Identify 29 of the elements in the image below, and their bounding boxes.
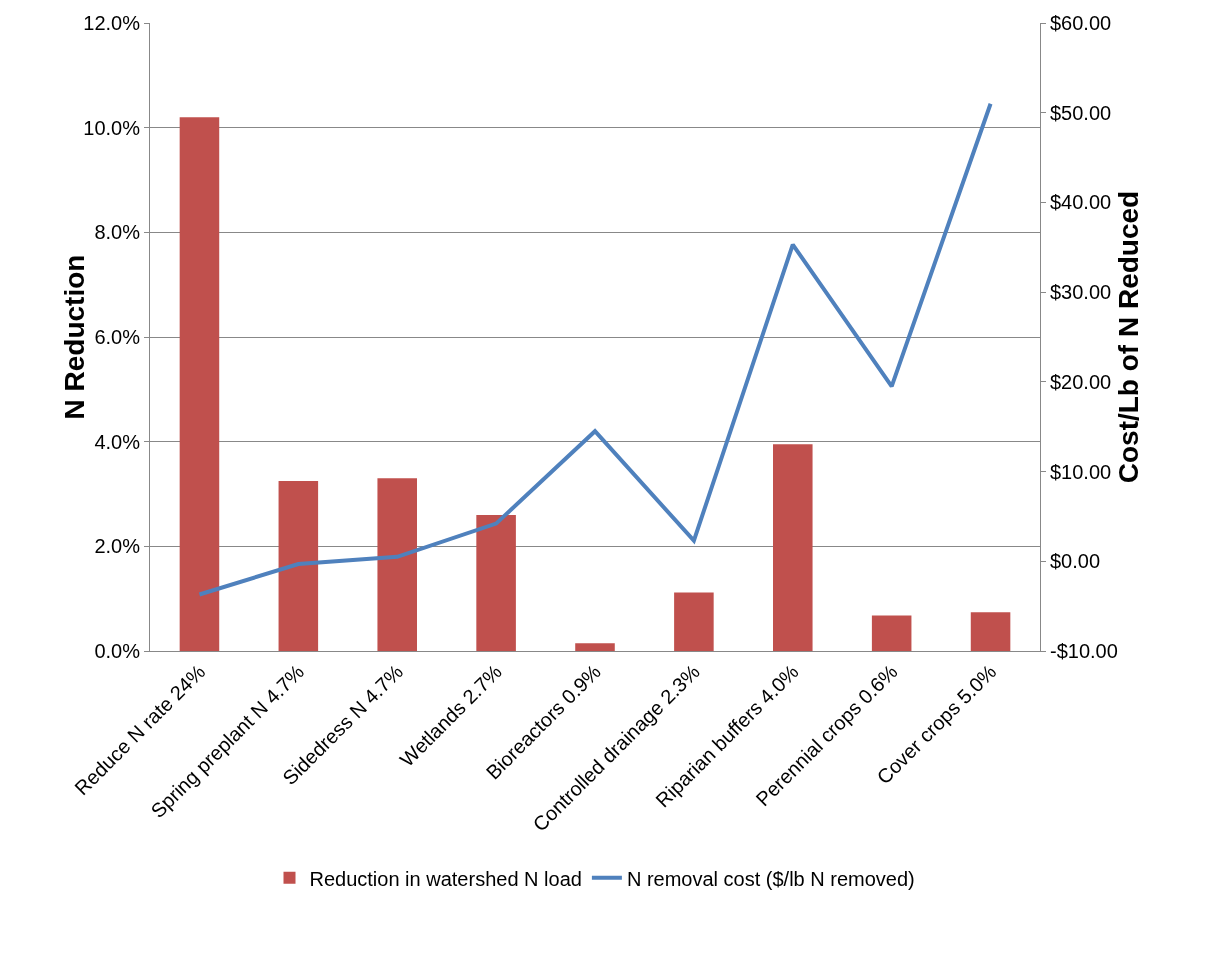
y2-tick-label: $30.00 [1050,281,1112,304]
y2-axis-title: Cost/Lb of N Reduced [1113,190,1145,484]
bar [278,480,319,651]
bar [674,592,714,651]
bar [476,514,516,651]
y2-tick-label: -$10.00 [1050,640,1118,662]
y2-tick-label: $20.00 [1050,370,1112,393]
bar [871,615,912,651]
y-tick-label: 2.0% [94,535,141,558]
y-tick-label: 6.0% [94,326,141,348]
y-tick-label: 8.0% [94,221,141,244]
legend-label: N removal cost ($/lb N removed) [626,867,915,890]
bar [575,643,615,651]
bar [179,117,220,651]
y2-tick-label: $0.00 [1050,550,1101,573]
y-tick-label: 4.0% [94,430,141,453]
y-axis-title: N Reduction [59,254,90,420]
y-tick-label: 0.0% [94,640,141,662]
bar [970,612,1011,651]
y2-tick-label: $40.00 [1050,191,1112,214]
y-tick-label: 12.0% [83,12,141,34]
y2-tick-label: $50.00 [1050,101,1112,124]
y-tick-label: 10.0% [83,116,141,139]
y2-tick-label: $60.00 [1050,12,1112,34]
line-series [197,101,993,597]
y2-tick-label: $10.00 [1050,460,1112,483]
bar [377,478,417,651]
bar [773,444,813,651]
legend-label: Reduction in watershed N load [309,867,582,890]
